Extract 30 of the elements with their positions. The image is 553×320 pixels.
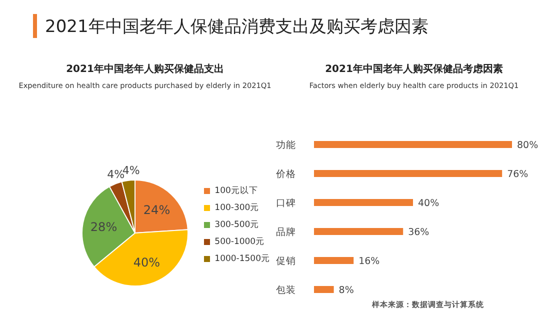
- legend-label: 100-300元: [214, 202, 260, 214]
- legend-label: 500-1000元: [214, 236, 265, 248]
- legend-label: 1000-1500元: [214, 253, 270, 265]
- data-label: 36%: [408, 226, 430, 238]
- data-label: 24%: [143, 202, 170, 217]
- y-tick-label: 价格: [275, 168, 296, 180]
- data-label: 40%: [418, 198, 440, 209]
- data-label: 80%: [517, 140, 538, 151]
- chart-title: 2021年中国老年人购买保健品支出: [65, 62, 225, 76]
- chart-title: 2021年中国老年人购买保健品考虑因素: [324, 62, 504, 76]
- bar: [314, 141, 512, 148]
- data-label: 8%: [338, 284, 354, 296]
- text: 2021年中国老年人保健品消费支出及购买考虑因素: [45, 16, 428, 38]
- y-tick-label: 促销: [276, 256, 296, 267]
- data-label: 40%: [133, 256, 160, 270]
- bar: [314, 170, 502, 178]
- y-tick-label: 口碑: [276, 196, 296, 209]
- bar: [314, 199, 413, 206]
- legend-label: 300-500元: [214, 219, 260, 231]
- bar: [314, 286, 334, 294]
- bar: [314, 257, 354, 264]
- data-label: 4%: [107, 168, 125, 181]
- y-tick-label: 品牌: [276, 226, 296, 238]
- y-tick-label: 功能: [276, 138, 296, 151]
- legend-label: 100元以下: [214, 185, 258, 197]
- bar: [314, 228, 404, 236]
- y-tick-label: 包装: [276, 284, 296, 296]
- data-label: 28%: [90, 220, 118, 234]
- data-label: 16%: [358, 256, 380, 267]
- data-label: 76%: [507, 168, 528, 180]
